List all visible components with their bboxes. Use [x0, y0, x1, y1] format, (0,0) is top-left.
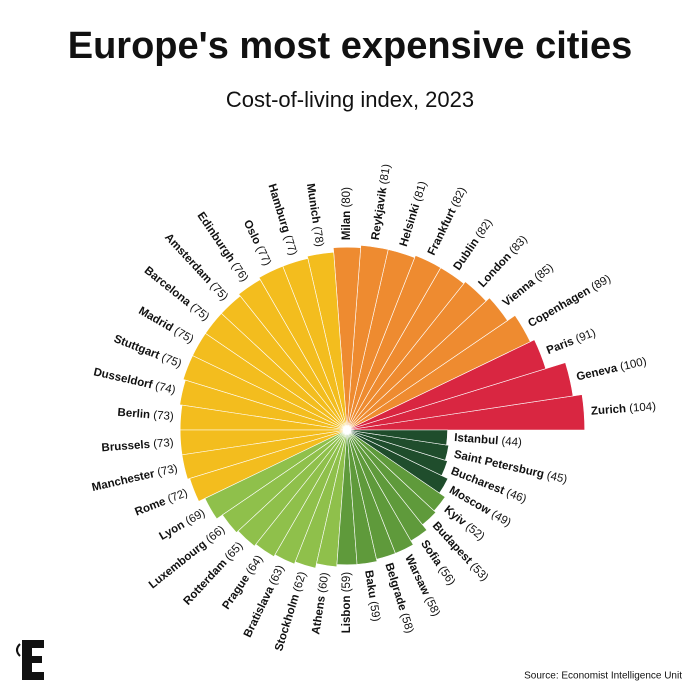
value-label: (78): [310, 226, 325, 248]
value-label: (100): [619, 356, 648, 374]
value-label: (62): [291, 570, 309, 593]
value-label: (73): [153, 437, 174, 451]
value-label: (74): [154, 380, 177, 396]
bar: [346, 429, 448, 446]
source: Source: Economist Intelligence Unit: [524, 671, 682, 682]
bar-label: Zurich (104): [591, 401, 657, 418]
city-name: Baku: [362, 569, 378, 599]
bar: [346, 429, 450, 461]
bar: [346, 429, 448, 477]
bar: [346, 297, 508, 431]
bar: [316, 429, 348, 568]
bar: [346, 281, 487, 431]
bar-label: Munich (78): [304, 183, 325, 248]
bar: [346, 245, 389, 431]
value-label: (80): [341, 187, 353, 208]
bar: [204, 429, 348, 520]
bar: [274, 429, 348, 565]
city-name: Brussels: [101, 439, 150, 455]
bars: [179, 245, 586, 569]
bar: [255, 429, 348, 558]
bar: [346, 314, 531, 431]
value-label: (81): [378, 163, 393, 185]
value-label: (59): [367, 600, 382, 622]
center-dot: [343, 426, 351, 434]
bar: [237, 429, 348, 547]
logo: [16, 640, 44, 680]
bar: [346, 429, 446, 512]
bar: [221, 429, 348, 534]
bar: [346, 429, 428, 542]
bar: [346, 255, 442, 431]
city-name: Istanbul: [454, 432, 499, 447]
value-label: (73): [156, 463, 179, 479]
bar: [346, 362, 574, 431]
bar-label: Milan (80): [341, 187, 353, 240]
bar: [346, 339, 547, 431]
value-label: (81): [412, 180, 430, 203]
bar-label: Athens (60): [310, 571, 331, 635]
bar: [238, 279, 348, 431]
bar: [181, 429, 348, 480]
value-label: (104): [629, 401, 657, 415]
value-label: (73): [153, 410, 174, 424]
bar-label: Baku (59): [362, 569, 382, 622]
bar: [333, 246, 361, 431]
bar: [258, 265, 348, 431]
city-name: Lisbon: [341, 596, 353, 634]
bar-label: Lisbon (59): [341, 572, 353, 634]
chart-subtitle: Cost-of-living index, 2023: [226, 87, 474, 112]
bar: [179, 379, 348, 431]
city-name: Athens: [310, 595, 328, 635]
city-name: Zurich: [591, 403, 627, 418]
value-label: (77): [281, 234, 299, 257]
bar-label: Berlin (73): [117, 407, 174, 423]
bar: [294, 429, 348, 569]
bar-label: Istanbul (44): [454, 432, 523, 449]
bar: [189, 429, 348, 502]
city-name: Munich: [304, 183, 322, 225]
value-label: (45): [546, 470, 569, 486]
bar: [346, 429, 437, 526]
bar: [182, 355, 348, 431]
chart-title: Europe's most expensive cities: [68, 25, 633, 67]
city-name: Berlin: [117, 407, 150, 421]
bar-label: Brussels (73): [101, 437, 174, 454]
value-label: (58): [398, 612, 416, 635]
city-name: Milan: [341, 211, 353, 240]
value-label: (60): [317, 571, 332, 593]
value-label: (44): [501, 436, 522, 450]
bar: [346, 429, 449, 494]
bar: [346, 429, 414, 554]
value-label: (59): [341, 572, 353, 593]
